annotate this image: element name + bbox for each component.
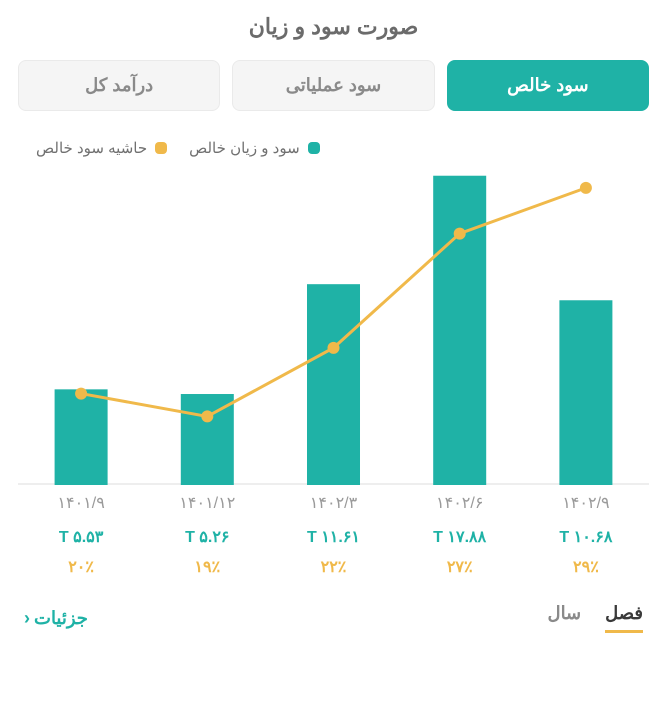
legend-line-label: حاشیه سود خالص — [36, 139, 147, 157]
tab-operating-profit[interactable]: سود عملیاتی — [232, 60, 434, 111]
chart-svg — [18, 165, 649, 485]
chart-legend: سود و زیان خالص حاشیه سود خالص — [18, 139, 649, 157]
tab-net-profit[interactable]: سود خالص — [447, 60, 649, 111]
bar-value-labels: ۵.۵۳ T۵.۲۶ T۱۱.۶۱ T۱۷.۸۸ T۱۰.۶۸ T — [18, 527, 649, 547]
page-title: صورت سود و زیان — [18, 14, 649, 40]
period-quarter[interactable]: فصل — [605, 603, 643, 633]
legend-bar-label: سود و زیان خالص — [189, 139, 300, 157]
legend-line: حاشیه سود خالص — [36, 139, 167, 157]
legend-bar-swatch — [308, 142, 320, 154]
x-axis-labels: ۱۴۰۱/۹۱۴۰۱/۱۲۱۴۰۲/۳۱۴۰۲/۶۱۴۰۲/۹ — [18, 493, 649, 513]
line-value-labels: ۲۰٪۱۹٪۲۲٪۲۷٪۲۹٪ — [18, 557, 649, 577]
details-link-label: جزئیات — [34, 608, 88, 629]
details-link[interactable]: جزئیات ‹ — [24, 608, 88, 629]
tab-total-revenue[interactable]: درآمد کل — [18, 60, 220, 111]
metric-tabs: سود خالص سود عملیاتی درآمد کل — [18, 60, 649, 111]
period-year[interactable]: سال — [547, 603, 581, 633]
chevron-left-icon: ‹ — [24, 608, 30, 629]
profit-chart — [18, 165, 649, 485]
legend-bar: سود و زیان خالص — [189, 139, 320, 157]
period-toggle: فصل سال — [547, 603, 643, 633]
legend-line-swatch — [155, 142, 167, 154]
